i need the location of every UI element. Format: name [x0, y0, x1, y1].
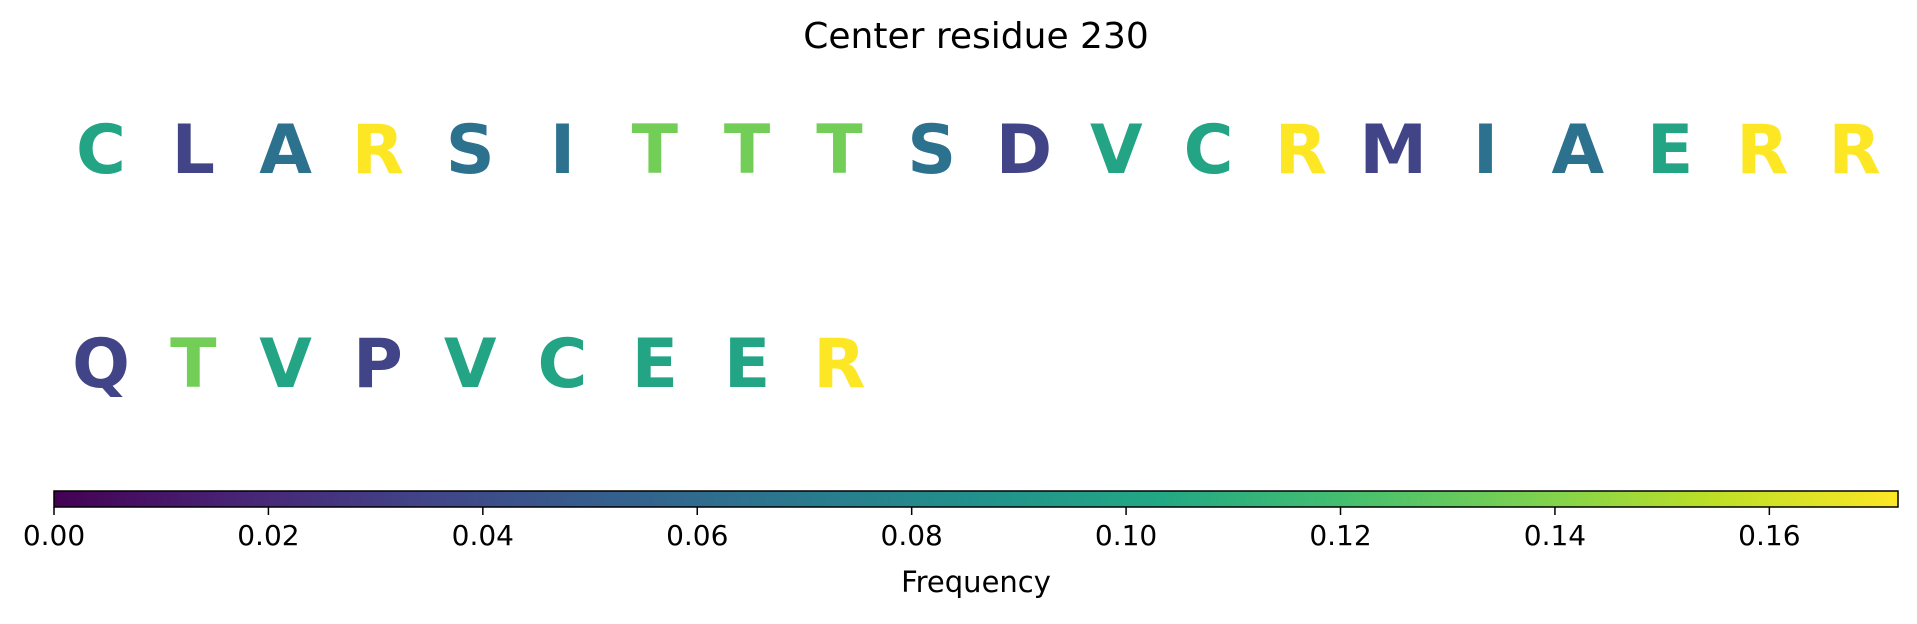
- residue-letter: L: [172, 111, 215, 190]
- residue-letter: E: [1647, 111, 1693, 190]
- residue-letter: A: [259, 111, 312, 190]
- residue-letter: E: [724, 325, 770, 404]
- colorbar-tick-label: 0.12: [1309, 519, 1371, 552]
- residue-letter: I: [1473, 111, 1498, 190]
- residue-letter: Q: [72, 325, 130, 404]
- residue-letters: C L A R S I T T T S D V C R M I A E R RQ T V P V C E E R: [72, 111, 1881, 404]
- residue-letter: I: [550, 111, 575, 190]
- residue-letter: C: [1184, 111, 1234, 190]
- colorbar-frame: [53, 490, 1899, 508]
- residue-letter: M: [1359, 111, 1427, 190]
- residue-letter: T: [170, 325, 217, 404]
- residue-letter: C: [538, 325, 588, 404]
- residue-letter: T: [724, 111, 771, 190]
- colorbar-tick-label: 0.02: [237, 519, 299, 552]
- colorbar-tick-label: 0.10: [1095, 519, 1157, 552]
- residue-letter: R: [1275, 111, 1327, 190]
- colorbar-label: Frequency: [901, 565, 1051, 599]
- residue-letter: D: [996, 111, 1052, 190]
- residue-letter: S: [446, 111, 495, 190]
- colorbar-ticks: 0.00 0.02 0.04 0.06 0.08 0.10 0.12 0.14 0.16: [23, 507, 1801, 552]
- residue-letter: P: [353, 325, 403, 404]
- residue-letter: R: [1829, 111, 1881, 190]
- colorbar-tick-label: 0.00: [23, 519, 85, 552]
- colorbar-tick-label: 0.04: [452, 519, 514, 552]
- residue-letter: A: [1551, 111, 1604, 190]
- residue-letter: R: [1736, 111, 1788, 190]
- residue-letter: V: [259, 325, 312, 404]
- residue-letter: E: [632, 325, 678, 404]
- residue-letter: C: [76, 111, 126, 190]
- residue-letter: R: [813, 325, 865, 404]
- residue-letter: V: [1090, 111, 1143, 190]
- colorbar-tick-label: 0.08: [881, 519, 943, 552]
- colorbar-tick-label: 0.14: [1524, 519, 1586, 552]
- colorbar: 0.00 0.02 0.04 0.06 0.08 0.10 0.12 0.14 0.16 Fre…: [23, 490, 1899, 599]
- colorbar-tick-label: 0.06: [666, 519, 728, 552]
- residue-letter: T: [816, 111, 863, 190]
- colorbar-gradient: [54, 491, 1898, 507]
- residue-letter: S: [907, 111, 956, 190]
- colorbar-tick-label: 0.16: [1738, 519, 1800, 552]
- residue-letter: R: [352, 111, 404, 190]
- residue-letter: T: [632, 111, 679, 190]
- chart-title: Center residue 230: [803, 16, 1149, 57]
- residue-letter: V: [444, 325, 497, 404]
